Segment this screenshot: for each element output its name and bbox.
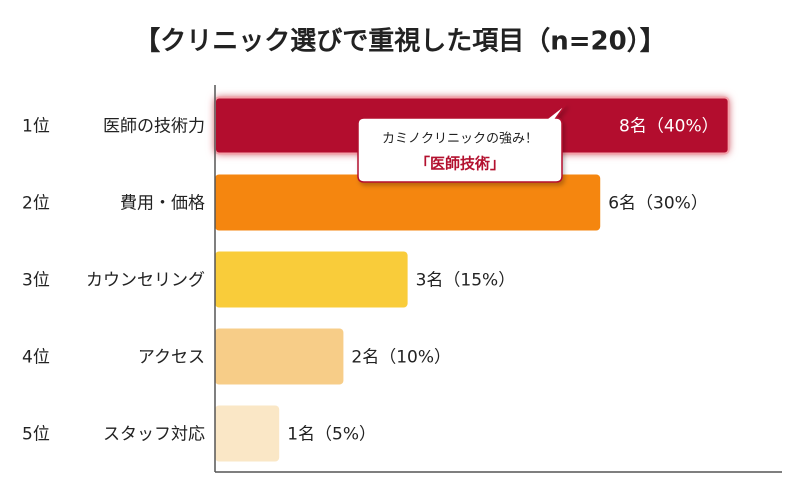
category-label: アクセス — [138, 348, 205, 368]
bar — [215, 405, 280, 462]
value-label: 8名（40%） — [619, 117, 719, 137]
callout-text: カミノクリニックの強み！ — [382, 132, 538, 147]
category-label: 費用・価格 — [120, 194, 205, 214]
value-label: 2名（10%） — [351, 348, 451, 368]
chart-title: 【クリニック選びで重視した項目（n=20）】 — [134, 27, 665, 57]
value-label: 1名（5%） — [287, 425, 376, 445]
value-label: 6名（30%） — [608, 194, 708, 214]
bar — [215, 328, 344, 385]
bar — [215, 174, 601, 231]
rank-label: 3位 — [22, 271, 50, 291]
callout — [357, 103, 567, 183]
callout-highlight: 「医師技術」 — [415, 155, 505, 173]
bar — [215, 251, 408, 308]
category-label: スタッフ対応 — [103, 425, 205, 445]
callout-box — [357, 103, 567, 183]
category-label: カウンセリング — [86, 271, 205, 291]
rank-label: 4位 — [22, 348, 50, 368]
rank-label: 1位 — [22, 117, 50, 137]
plot-area: 8名（40%） 6名（30%） 3名（15%） 2名（10%） 1名（5%） — [214, 96, 730, 462]
rank-label: 2位 — [22, 194, 50, 214]
value-label: 3名（15%） — [416, 271, 516, 291]
category-label: 医師の技術力 — [103, 117, 205, 137]
rank-label: 5位 — [22, 425, 50, 445]
